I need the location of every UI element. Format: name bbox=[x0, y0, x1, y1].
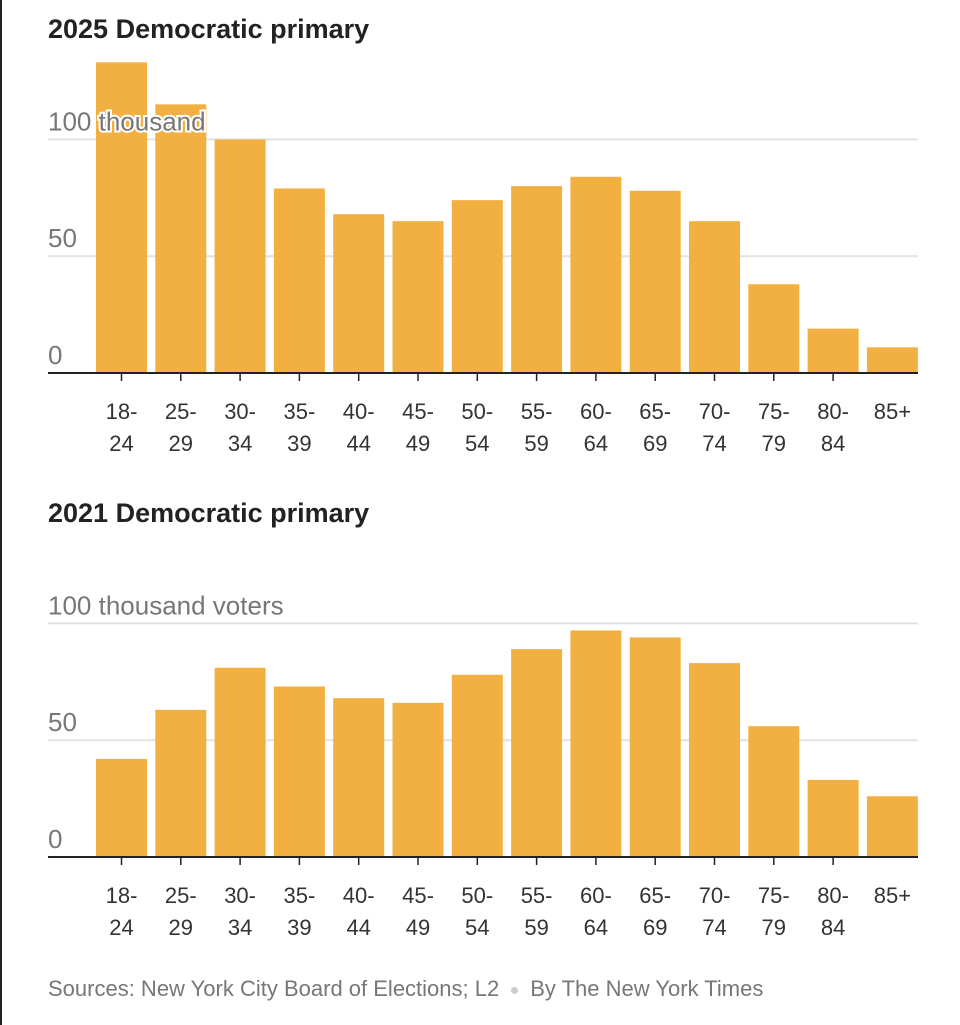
bar-30-34 bbox=[214, 667, 266, 857]
x-tick-label: 29 bbox=[169, 431, 193, 456]
x-tick-label: 45- bbox=[402, 399, 434, 424]
bar-65-69 bbox=[629, 637, 681, 857]
x-tick-label: 64 bbox=[584, 915, 608, 940]
bar-80-84 bbox=[807, 328, 859, 373]
x-tick-label: 80- bbox=[817, 883, 849, 908]
x-tick-label: 25- bbox=[165, 399, 197, 424]
x-tick-label: 30- bbox=[224, 399, 256, 424]
bar-35-39 bbox=[273, 188, 325, 373]
x-tick-label: 45- bbox=[402, 883, 434, 908]
x-tick-label: 59 bbox=[524, 915, 548, 940]
y-tick-label: 50 bbox=[48, 707, 77, 737]
y-tick-label: 50 bbox=[48, 223, 77, 253]
x-tick-label: 69 bbox=[643, 431, 667, 456]
x-tick-label: 49 bbox=[406, 915, 430, 940]
bar-85+ bbox=[866, 796, 918, 857]
x-tick-label: 70- bbox=[699, 883, 731, 908]
x-tick-label: 30- bbox=[224, 883, 256, 908]
footer: Sources: New York City Board of Election… bbox=[48, 976, 763, 1002]
x-tick-label: 44 bbox=[346, 915, 370, 940]
separator-dot bbox=[511, 986, 519, 994]
bar-70-74 bbox=[689, 221, 740, 373]
x-tick-label: 85+ bbox=[874, 399, 911, 424]
x-tick-label: 35- bbox=[284, 883, 316, 908]
x-tick-label: 54 bbox=[465, 915, 489, 940]
credit-note: By The New York Times bbox=[530, 976, 764, 1001]
bar-18-24 bbox=[96, 758, 147, 857]
bar-60-64 bbox=[570, 630, 622, 857]
x-tick-label: 35- bbox=[284, 399, 316, 424]
bar-35-39 bbox=[273, 686, 325, 857]
bar-55-59 bbox=[511, 649, 563, 857]
x-tick-label: 44 bbox=[346, 431, 370, 456]
x-tick-label: 25- bbox=[165, 883, 197, 908]
chart-title-2025: 2025 Democratic primary bbox=[48, 14, 370, 44]
x-tick-label: 39 bbox=[287, 915, 311, 940]
chart-2021: 0 50 100 thousand voters 18- 24 25- 29 30- 34 35-… bbox=[48, 590, 918, 940]
bar-75-79 bbox=[748, 284, 800, 373]
x-tick-label: 65- bbox=[639, 883, 671, 908]
bar-60-64 bbox=[570, 176, 622, 373]
bar-50-54 bbox=[451, 200, 503, 373]
bar-40-44 bbox=[333, 214, 385, 373]
x-tick-label: 59 bbox=[524, 431, 548, 456]
bar-75-79 bbox=[748, 726, 800, 857]
x-tick-label: 34 bbox=[228, 915, 252, 940]
x-tick-label: 54 bbox=[465, 431, 489, 456]
bar-25-29 bbox=[155, 104, 207, 374]
y-tick-label: 100 thousand voters bbox=[48, 590, 284, 620]
bar-25-29 bbox=[155, 709, 207, 857]
x-tick-label: 80- bbox=[817, 399, 849, 424]
x-tick-label: 34 bbox=[228, 431, 252, 456]
x-tick-label: 60- bbox=[580, 883, 612, 908]
bar-55-59 bbox=[511, 186, 563, 373]
bar-30-34 bbox=[214, 139, 266, 373]
x-tick-label: 18- bbox=[106, 399, 138, 424]
x-tick-label: 84 bbox=[821, 915, 845, 940]
chart-2025: 0 50 100 thousand 18- 24 25- 29 30- 34 35- 39 40- 44… bbox=[46, 62, 918, 456]
bar-85+ bbox=[866, 347, 918, 373]
x-tick-label: 24 bbox=[109, 431, 133, 456]
x-tick-label: 40- bbox=[343, 399, 375, 424]
x-tick-label: 50- bbox=[461, 883, 493, 908]
y-tick-label: 0 bbox=[48, 340, 62, 370]
x-tick-label: 18- bbox=[106, 883, 138, 908]
bar-45-49 bbox=[392, 221, 444, 373]
x-tick-label: 55- bbox=[521, 399, 553, 424]
sources-note: Sources: New York City Board of Election… bbox=[48, 976, 500, 1001]
x-tick-label: 70- bbox=[699, 399, 731, 424]
bar-80-84 bbox=[807, 779, 859, 857]
chart-title-2021: 2021 Democratic primary bbox=[48, 498, 370, 528]
y-tick-label: 100 thousand bbox=[48, 106, 206, 136]
bar-65-69 bbox=[629, 190, 681, 373]
x-tick-label: 85+ bbox=[874, 883, 911, 908]
x-tick-label: 50- bbox=[461, 399, 493, 424]
x-tick-label: 24 bbox=[109, 915, 133, 940]
bar-40-44 bbox=[333, 698, 385, 857]
bar-45-49 bbox=[392, 702, 444, 857]
bar-18-24 bbox=[96, 62, 147, 373]
x-tick-label: 49 bbox=[406, 431, 430, 456]
x-tick-label: 39 bbox=[287, 431, 311, 456]
bar-70-74 bbox=[689, 663, 740, 857]
x-tick-label: 29 bbox=[169, 915, 193, 940]
x-tick-label: 65- bbox=[639, 399, 671, 424]
x-tick-label: 69 bbox=[643, 915, 667, 940]
x-tick-label: 79 bbox=[762, 915, 786, 940]
x-tick-label: 74 bbox=[702, 431, 726, 456]
x-tick-label: 55- bbox=[521, 883, 553, 908]
x-tick-label: 60- bbox=[580, 399, 612, 424]
x-tick-label: 79 bbox=[762, 431, 786, 456]
x-tick-label: 40- bbox=[343, 883, 375, 908]
x-tick-label: 75- bbox=[758, 399, 790, 424]
x-tick-label: 84 bbox=[821, 431, 845, 456]
x-tick-label: 75- bbox=[758, 883, 790, 908]
bar-50-54 bbox=[451, 674, 503, 857]
y-tick-label: 0 bbox=[48, 824, 62, 854]
x-tick-label: 74 bbox=[702, 915, 726, 940]
x-tick-label: 64 bbox=[584, 431, 608, 456]
